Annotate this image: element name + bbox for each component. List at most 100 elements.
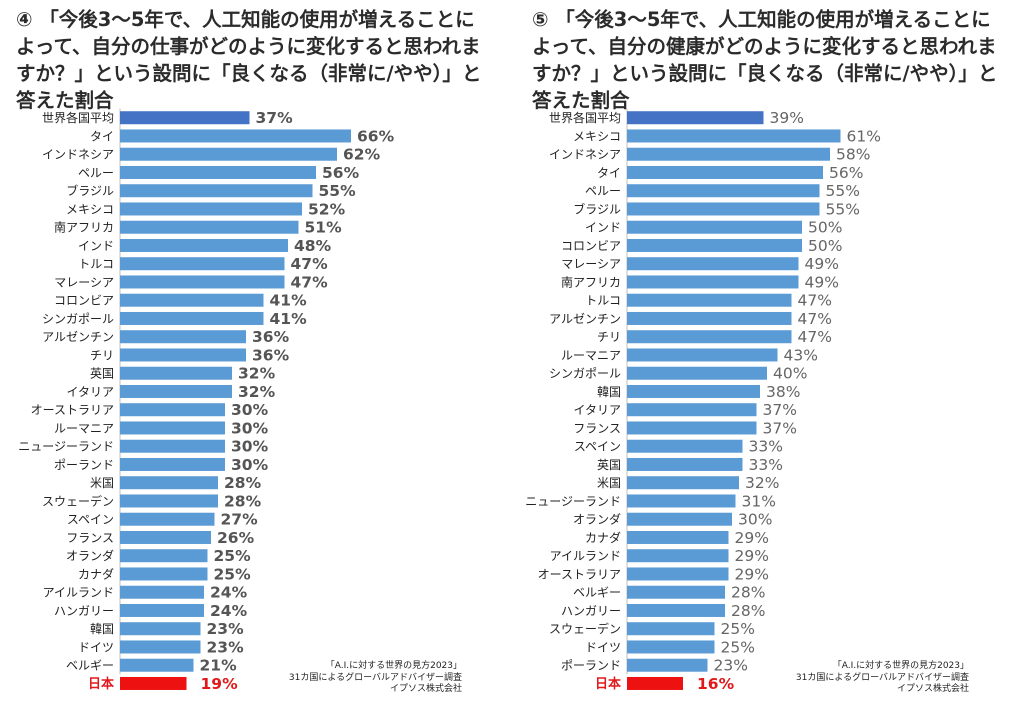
category-label: カナダ <box>585 530 621 545</box>
bar-japan <box>120 676 187 690</box>
category-label: 米国 <box>597 476 621 490</box>
value-label: 36% <box>252 346 290 364</box>
bar <box>120 111 250 125</box>
bar <box>627 567 729 581</box>
bar <box>120 476 218 490</box>
bar <box>627 622 715 636</box>
source-note-job: 「A.I.に対する世界の見方2023」 31カ国によるグローバルアドバイザー調査… <box>262 661 462 696</box>
bar <box>627 275 799 289</box>
value-label: 52% <box>308 200 346 218</box>
value-label: 55% <box>826 200 860 218</box>
value-label: 62% <box>343 146 381 164</box>
bar <box>120 494 218 508</box>
value-label: 49% <box>805 273 839 291</box>
value-label: 47% <box>798 292 832 310</box>
bar <box>627 220 802 234</box>
category-label: ドイツ <box>78 640 114 654</box>
value-label: 47% <box>291 273 329 291</box>
bar <box>120 585 204 599</box>
category-label: タイ <box>90 129 114 143</box>
category-label: トルコ <box>585 294 621 308</box>
bar <box>627 129 841 143</box>
bar <box>120 366 232 380</box>
bar <box>627 530 729 544</box>
category-label: タイ <box>597 166 621 180</box>
value-label: 61% <box>847 127 881 145</box>
category-label: ニュージーランド <box>525 494 621 508</box>
category-label: インド <box>78 239 114 253</box>
source-line: 31カ国によるグローバルアドバイザー調査 <box>795 672 969 683</box>
bar-chart-health: 世界各国平均 39% メキシコ 61% インドネシア 58% タイ 56% ペルー 55% ブラジル… <box>525 108 881 693</box>
value-label: 30% <box>738 511 772 529</box>
bar <box>627 202 820 216</box>
bar <box>120 603 204 617</box>
value-label: 48% <box>294 237 332 255</box>
category-label: 韓国 <box>90 622 114 636</box>
value-label: 56% <box>829 164 863 182</box>
value-label: 19% <box>201 675 239 693</box>
category-label: オーストラリア <box>538 567 621 581</box>
category-label: 南アフリカ <box>561 274 621 289</box>
category-label: オランダ <box>573 512 621 527</box>
bar <box>627 257 799 271</box>
category-label: 日本 <box>595 676 621 692</box>
value-label: 47% <box>291 255 329 273</box>
bar <box>120 202 302 216</box>
bar <box>120 512 215 526</box>
bar <box>627 293 792 307</box>
value-label: 29% <box>735 529 769 547</box>
category-label: 韓国 <box>597 385 621 399</box>
source-line: イプソス株式会社 <box>896 684 969 694</box>
category-label: イタリア <box>66 385 114 399</box>
source-note-health: 「A.I.に対する世界の見方2023」 31カ国によるグローバルアドバイザー調査… <box>769 661 969 696</box>
bar <box>627 348 778 362</box>
value-label: 50% <box>808 219 842 237</box>
bar <box>120 238 288 252</box>
value-label: 43% <box>784 346 818 364</box>
value-label: 28% <box>224 492 262 510</box>
value-label: 30% <box>231 456 269 474</box>
value-label: 31% <box>742 492 776 510</box>
value-label: 24% <box>210 584 248 602</box>
bar <box>627 330 792 344</box>
category-label: ポーランド <box>561 659 621 673</box>
value-label: 50% <box>808 237 842 255</box>
bar <box>120 129 351 143</box>
bar <box>627 238 802 252</box>
value-label: 37% <box>763 401 797 419</box>
bar <box>120 457 225 471</box>
category-label: 南アフリカ <box>54 220 114 235</box>
value-label: 23% <box>207 638 245 656</box>
value-label: 32% <box>745 474 779 492</box>
category-label: コロンビア <box>54 294 114 308</box>
category-label: マレーシア <box>561 257 621 271</box>
bar <box>120 311 264 325</box>
category-label: ベルギー <box>66 659 114 673</box>
category-label: インド <box>585 221 621 235</box>
category-label: オランダ <box>66 548 114 563</box>
category-label: ハンガリー <box>561 604 621 618</box>
value-label: 55% <box>826 182 860 200</box>
bar <box>627 585 725 599</box>
value-label: 24% <box>210 602 248 620</box>
category-label: 英国 <box>90 367 114 381</box>
value-label: 40% <box>773 365 807 383</box>
bar <box>627 403 757 417</box>
bar <box>120 403 225 417</box>
category-label: イタリア <box>573 403 621 417</box>
bar-chart-job: 世界各国平均 37% タイ 66% インドネシア 62% ペルー 56% ブラジル 55% メキシコ… <box>18 108 395 693</box>
chart-title-health: ⑤ 「今後3～5年で、人工知能の使用が増えることによって、自分の健康がどのように… <box>532 8 998 112</box>
bar <box>120 658 194 672</box>
value-label: 66% <box>357 127 395 145</box>
bar <box>120 220 299 234</box>
category-label: メキシコ <box>573 129 621 143</box>
bar <box>120 275 285 289</box>
value-label: 32% <box>238 365 276 383</box>
value-label: 28% <box>731 602 765 620</box>
category-label: ブラジル <box>573 201 621 216</box>
category-label: メキシコ <box>66 202 114 216</box>
category-label: アルゼンチン <box>42 330 114 344</box>
category-label: ペルー <box>78 166 114 180</box>
bar <box>120 567 208 581</box>
value-label: 47% <box>798 328 832 346</box>
